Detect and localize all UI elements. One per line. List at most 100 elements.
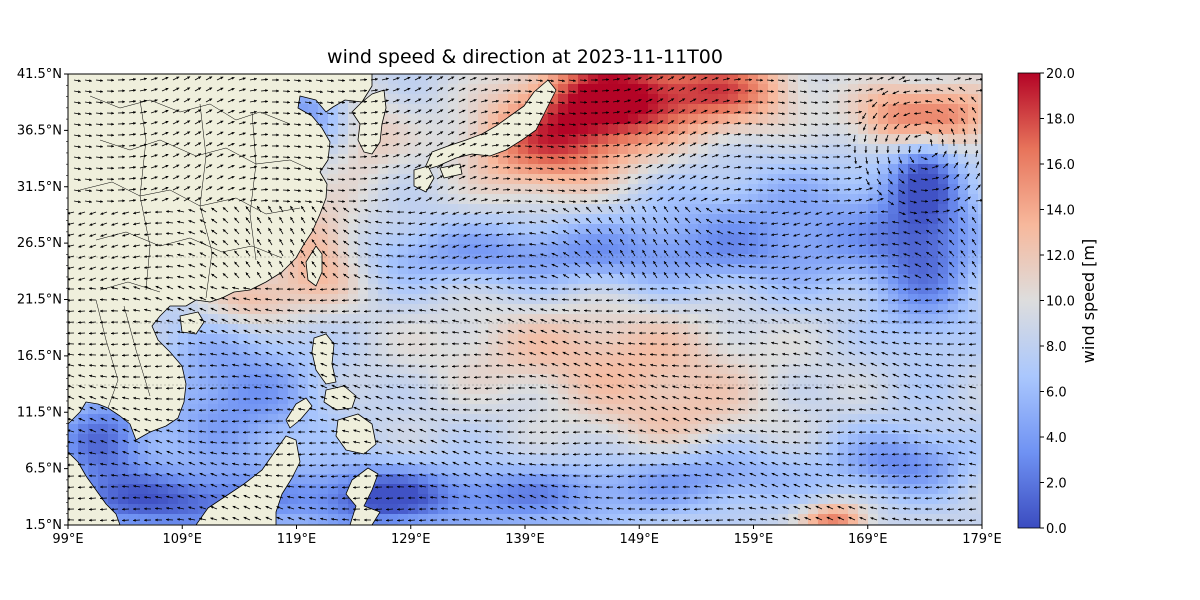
speed-cell <box>378 524 389 525</box>
speed-cell <box>638 194 649 205</box>
speed-cell <box>368 174 379 185</box>
speed-cell <box>488 524 499 525</box>
speed-cell <box>938 294 949 305</box>
speed-cell <box>448 114 459 125</box>
speed-cell <box>608 284 619 295</box>
speed-cell <box>618 154 629 165</box>
wind-arrow-head <box>837 111 840 115</box>
speed-cell <box>928 194 939 205</box>
speed-cell <box>338 124 349 135</box>
speed-cell <box>228 404 239 415</box>
speed-cell <box>428 194 439 205</box>
speed-cell <box>808 264 819 275</box>
speed-cell <box>518 504 529 515</box>
speed-cell <box>798 524 809 525</box>
speed-cell <box>458 154 469 165</box>
speed-cell <box>428 184 439 195</box>
wind-arrow-head <box>209 120 213 124</box>
speed-cell <box>348 214 359 225</box>
speed-cell <box>428 484 439 495</box>
speed-cell <box>668 484 679 495</box>
speed-cell <box>428 284 439 295</box>
speed-cell <box>948 374 959 385</box>
speed-cell <box>708 444 719 455</box>
speed-cell <box>268 324 279 335</box>
speed-cell <box>218 324 229 335</box>
wind-arrow-head <box>253 121 257 125</box>
speed-cell <box>878 74 889 85</box>
speed-cell <box>388 204 399 215</box>
speed-cell <box>428 444 439 455</box>
speed-cell <box>308 474 319 485</box>
speed-cell <box>918 364 929 375</box>
speed-cell <box>538 444 549 455</box>
speed-cell <box>788 344 799 355</box>
speed-cell <box>328 234 339 245</box>
speed-cell <box>948 464 959 475</box>
speed-cell <box>948 364 959 375</box>
speed-cell <box>828 204 839 215</box>
speed-cell <box>338 274 349 285</box>
speed-cell <box>858 374 869 385</box>
speed-cell <box>338 254 349 265</box>
speed-cell <box>818 274 829 285</box>
speed-cell <box>718 264 729 275</box>
speed-cell <box>838 264 849 275</box>
speed-cell <box>688 284 699 295</box>
speed-cell <box>388 234 399 245</box>
speed-cell <box>408 134 419 145</box>
speed-cell <box>458 484 469 495</box>
wind-arrow-head <box>771 112 774 115</box>
speed-cell <box>158 504 169 515</box>
speed-cell <box>218 444 229 455</box>
speed-cell <box>428 474 439 485</box>
speed-cell <box>548 464 559 475</box>
speed-cell <box>168 454 179 465</box>
speed-cell <box>488 394 499 405</box>
speed-cell <box>538 134 549 145</box>
wind-arrow-head <box>507 78 510 82</box>
speed-cell <box>928 434 939 445</box>
speed-cell <box>698 304 709 315</box>
speed-cell <box>958 324 969 335</box>
speed-cell <box>488 94 499 105</box>
speed-cell <box>528 174 539 185</box>
speed-cell <box>558 414 569 425</box>
speed-cell <box>508 464 519 475</box>
wind-arrow-head <box>418 87 422 91</box>
speed-cell <box>328 104 339 115</box>
speed-cell <box>828 354 839 365</box>
speed-cell <box>578 284 589 295</box>
speed-cell <box>178 454 189 465</box>
speed-cell <box>788 494 799 505</box>
speed-cell <box>738 384 749 395</box>
speed-cell <box>758 164 769 175</box>
speed-cell <box>358 364 369 375</box>
speed-cell <box>378 214 389 225</box>
wind-arrow-head <box>429 98 433 102</box>
speed-cell <box>788 474 799 485</box>
speed-cell <box>758 154 769 165</box>
speed-cell <box>698 354 709 365</box>
speed-cell <box>948 524 959 525</box>
speed-cell <box>928 294 939 305</box>
speed-cell <box>948 394 959 405</box>
speed-cell <box>448 434 459 445</box>
speed-cell <box>348 364 359 375</box>
speed-cell <box>558 144 569 155</box>
wind-arrow-head <box>749 89 752 93</box>
speed-cell <box>398 204 409 215</box>
speed-cell <box>768 354 779 365</box>
speed-cell <box>558 324 569 335</box>
speed-cell <box>238 304 249 315</box>
speed-cell <box>728 304 739 315</box>
speed-cell <box>318 444 329 455</box>
speed-cell <box>808 394 819 405</box>
speed-cell <box>208 484 219 495</box>
speed-cell <box>918 484 929 495</box>
wind-arrow-head <box>143 88 147 92</box>
speed-cell <box>398 384 409 395</box>
speed-cell <box>888 134 899 145</box>
speed-cell <box>618 484 629 495</box>
speed-cell <box>288 474 299 485</box>
